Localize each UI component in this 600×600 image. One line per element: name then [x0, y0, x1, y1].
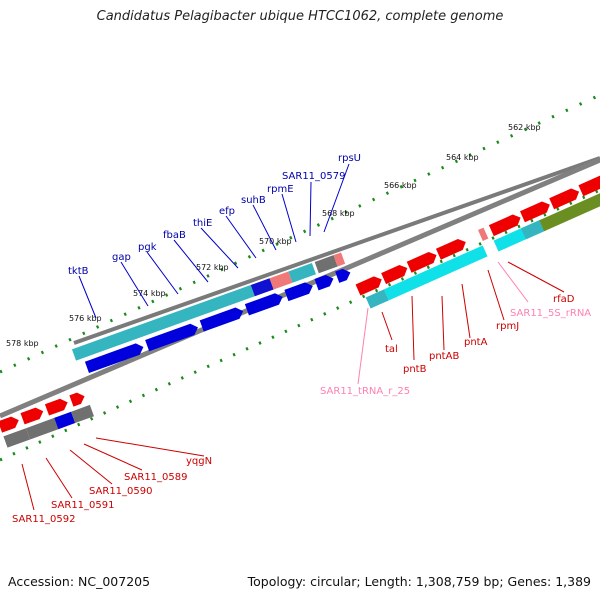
tick-label: 578 kbp [6, 339, 39, 348]
labels-right-text: tal pntB pntAB pntA rpmJ rfaD [385, 294, 575, 375]
gene-label: SAR11_0592 [12, 514, 76, 525]
gene-grey-4 [71, 404, 94, 424]
gene-label: rfaD [553, 294, 575, 305]
gene-label: tktB [68, 266, 89, 277]
tick-label: 576 kbp [69, 314, 102, 323]
gene-label: yqgN [186, 456, 212, 467]
gene-red-f [519, 201, 550, 223]
gene-label: efp [219, 206, 235, 217]
gene-grey-1 [314, 255, 338, 274]
labels-pink-text: SAR11_tRNA_r_25 SAR11_5S_rRNA [320, 308, 591, 397]
gene-red-l [69, 392, 85, 407]
gene-teal-2 [288, 262, 316, 283]
tick-labels: 562 kbp 564 kbp 566 kbp 568 kbp 570 kbp … [6, 123, 541, 348]
labels-bottom-text: SAR11_0592 SAR11_0591 SAR11_0590 SAR11_0… [12, 456, 212, 525]
labels-pink [357, 261, 529, 385]
gene-olive-band [539, 175, 600, 232]
gene-grey-3 [25, 417, 59, 440]
gene-label: tal [385, 344, 398, 355]
gene-label: SAR11_0579 [282, 171, 346, 182]
gene-pink-1 [269, 271, 293, 290]
gene-red-c [406, 251, 437, 273]
gene-label: rpmJ [496, 321, 519, 332]
labels-bottom [21, 437, 205, 511]
gene-label: SAR11_tRNA_r_25 [320, 386, 410, 397]
gene-red-h [578, 175, 600, 197]
gene-pink-2 [333, 252, 346, 267]
tick-label: 568 kbp [322, 209, 355, 218]
backbone-upper [73, 156, 600, 345]
gene-label: SAR11_0591 [51, 500, 115, 511]
gene-label: pntB [403, 364, 427, 375]
gene-teal-band [71, 284, 255, 361]
map-title: Candidatus Pelagibacter ubique HTCC1062,… [96, 9, 504, 24]
gene-label: SAR11_0589 [124, 472, 188, 483]
track-right [355, 175, 600, 309]
gene-blue-1 [250, 278, 274, 297]
gene-blue-d [244, 293, 283, 316]
tick-label: 566 kbp [384, 181, 417, 190]
gene-red-e [488, 214, 521, 237]
gene-blue-g [335, 268, 351, 283]
tick-label: 570 kbp [259, 237, 292, 246]
tick-label: 562 kbp [508, 123, 541, 132]
gene-blue-f [314, 274, 334, 291]
topology-text: Topology: circular; Length: 1,308,759 bp… [247, 574, 591, 589]
gene-label: gap [112, 252, 131, 263]
gene-red-g [549, 188, 580, 210]
gene-teal-3 [365, 289, 389, 309]
gene-blue-b [145, 323, 198, 352]
gene-label: fbaB [163, 230, 186, 241]
labels-right [381, 261, 565, 361]
gene-label: pgk [138, 242, 157, 253]
gene-pink-3 [477, 227, 489, 241]
gene-blue-2 [54, 411, 76, 430]
gene-blue-a [84, 343, 144, 373]
gene-red-b [381, 264, 408, 285]
gene-red-d [435, 238, 466, 260]
gene-label: thiE [193, 218, 212, 229]
tick-label: 564 kbp [446, 153, 479, 162]
gene-label: suhB [241, 195, 266, 206]
gene-blue-c [199, 307, 244, 332]
labels-top [78, 163, 350, 319]
tick-label: 574 kbp [133, 289, 166, 298]
gene-label: SAR11_5S_rRNA [510, 308, 591, 319]
gene-label: rpmE [267, 184, 294, 195]
gene-label: SAR11_0590 [89, 486, 153, 497]
gene-red-k [44, 398, 68, 416]
tick-label: 572 kbp [196, 263, 229, 272]
labels-top-text: tktB gap pgk fbaB thiE efp suhB rpmE SAR… [68, 153, 361, 277]
gene-cyan-band [383, 245, 488, 301]
accession-text: Accession: NC_007205 [8, 574, 151, 589]
gene-label: rpsU [338, 153, 361, 164]
track-left [71, 252, 351, 373]
gene-red-j [20, 407, 44, 425]
gene-red-i [0, 416, 19, 433]
gene-blue-e [284, 282, 313, 302]
track-lower [0, 392, 94, 448]
gene-label: pntAB [429, 351, 459, 362]
gene-label: pntA [464, 337, 488, 348]
gene-red-a [355, 276, 382, 296]
gene-grey-2 [3, 428, 31, 448]
gene-teal-4 [521, 220, 545, 240]
